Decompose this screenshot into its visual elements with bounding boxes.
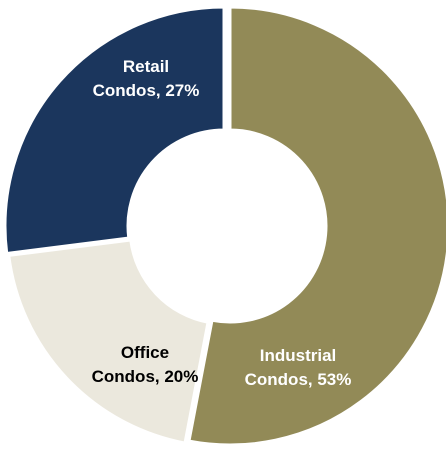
slice-label-retail: Retail Condos, 27% (93, 57, 200, 100)
slice-retail (3, 5, 226, 256)
slice-label-industrial: Industrial Condos, 53% (245, 346, 352, 389)
slice-industrial (187, 5, 446, 447)
slice-office (7, 238, 210, 445)
slice-label-office: Office Condos, 20% (92, 343, 199, 386)
